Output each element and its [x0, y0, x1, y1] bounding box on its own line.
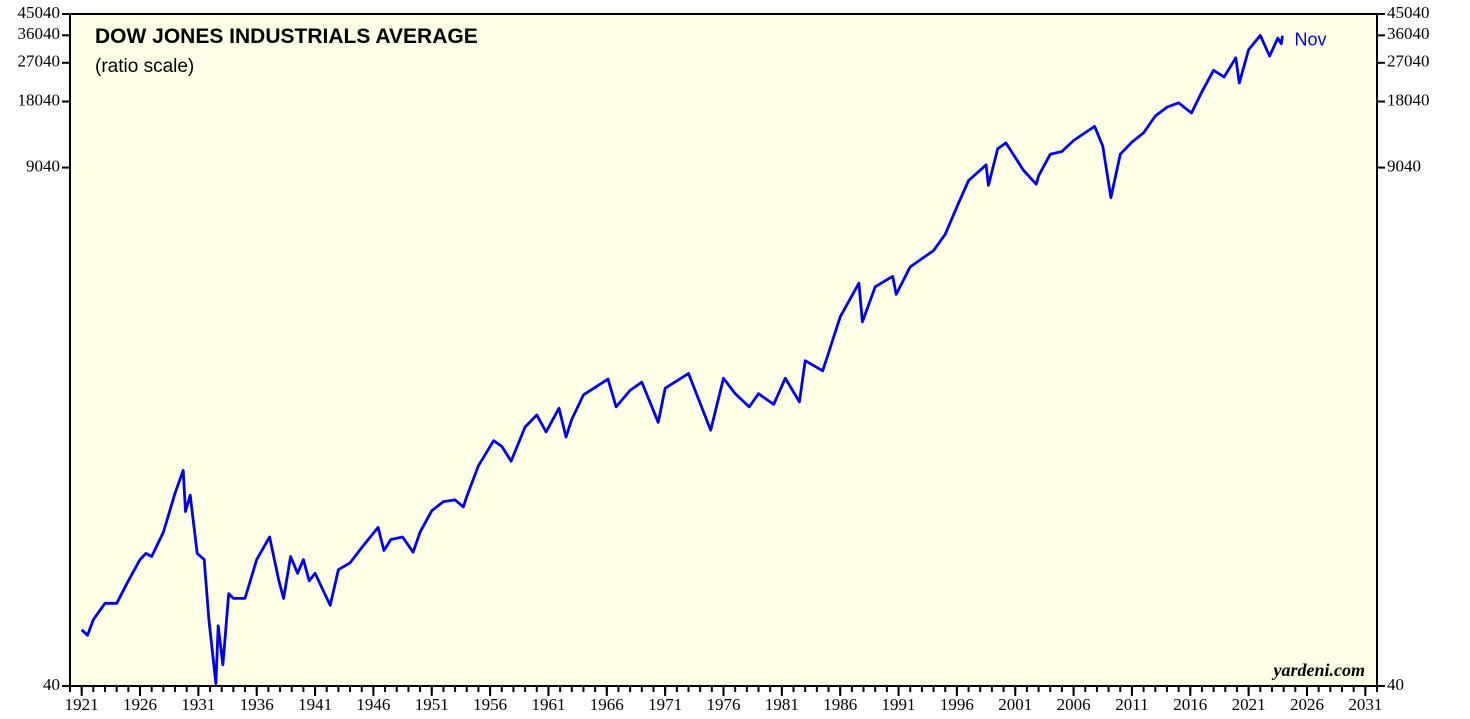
- x-tick-label: 1976: [707, 695, 741, 714]
- y2-tick-label: 27040: [1387, 52, 1430, 71]
- x-tick-label: 1956: [473, 695, 507, 714]
- x-tick-label: 2021: [1232, 695, 1266, 714]
- x-tick-label: 1991: [882, 695, 916, 714]
- y-tick-label: 40: [43, 675, 60, 694]
- x-tick-label: 2016: [1173, 695, 1207, 714]
- x-tick-label: 1936: [240, 695, 274, 714]
- y-tick-label: 45040: [18, 3, 61, 22]
- x-tick-label: 1981: [765, 695, 799, 714]
- x-tick-label: 2006: [1057, 695, 1091, 714]
- y2-tick-label: 9040: [1387, 156, 1421, 175]
- y-tick-label: 18040: [18, 90, 61, 109]
- end-label: Nov: [1294, 29, 1326, 49]
- x-tick-label: 1996: [940, 695, 974, 714]
- plot-area: [69, 13, 1378, 687]
- y-tick-label: 27040: [18, 52, 61, 71]
- x-tick-label: 2031: [1348, 695, 1382, 714]
- x-tick-label: 1951: [415, 695, 449, 714]
- x-tick-label: 2026: [1290, 695, 1324, 714]
- chart-title: DOW JONES INDUSTRIALS AVERAGE: [95, 25, 478, 48]
- y-tick-label: 9040: [26, 156, 60, 175]
- x-tick-label: 2001: [998, 695, 1032, 714]
- x-tick-label: 1946: [356, 695, 390, 714]
- y-tick-label: 36040: [18, 24, 61, 43]
- chart-subtitle: (ratio scale): [95, 56, 194, 77]
- x-tick-label: 1961: [531, 695, 565, 714]
- y2-tick-label: 40: [1387, 675, 1404, 694]
- x-tick-label: 1921: [65, 695, 99, 714]
- y2-tick-label: 36040: [1387, 24, 1430, 43]
- x-tick-label: 1966: [590, 695, 624, 714]
- x-tick-label: 1931: [181, 695, 215, 714]
- x-tick-label: 1986: [823, 695, 857, 714]
- data-line: [80, 34, 1284, 685]
- x-tick-label: 2011: [1115, 695, 1148, 714]
- x-tick-label: 1941: [298, 695, 332, 714]
- x-tick-label: 1971: [648, 695, 682, 714]
- source: yardeni.com: [1272, 660, 1366, 680]
- y2-tick-label: 18040: [1387, 90, 1430, 109]
- x-tick-label: 1926: [123, 695, 157, 714]
- y2-tick-label: 45040: [1387, 3, 1430, 22]
